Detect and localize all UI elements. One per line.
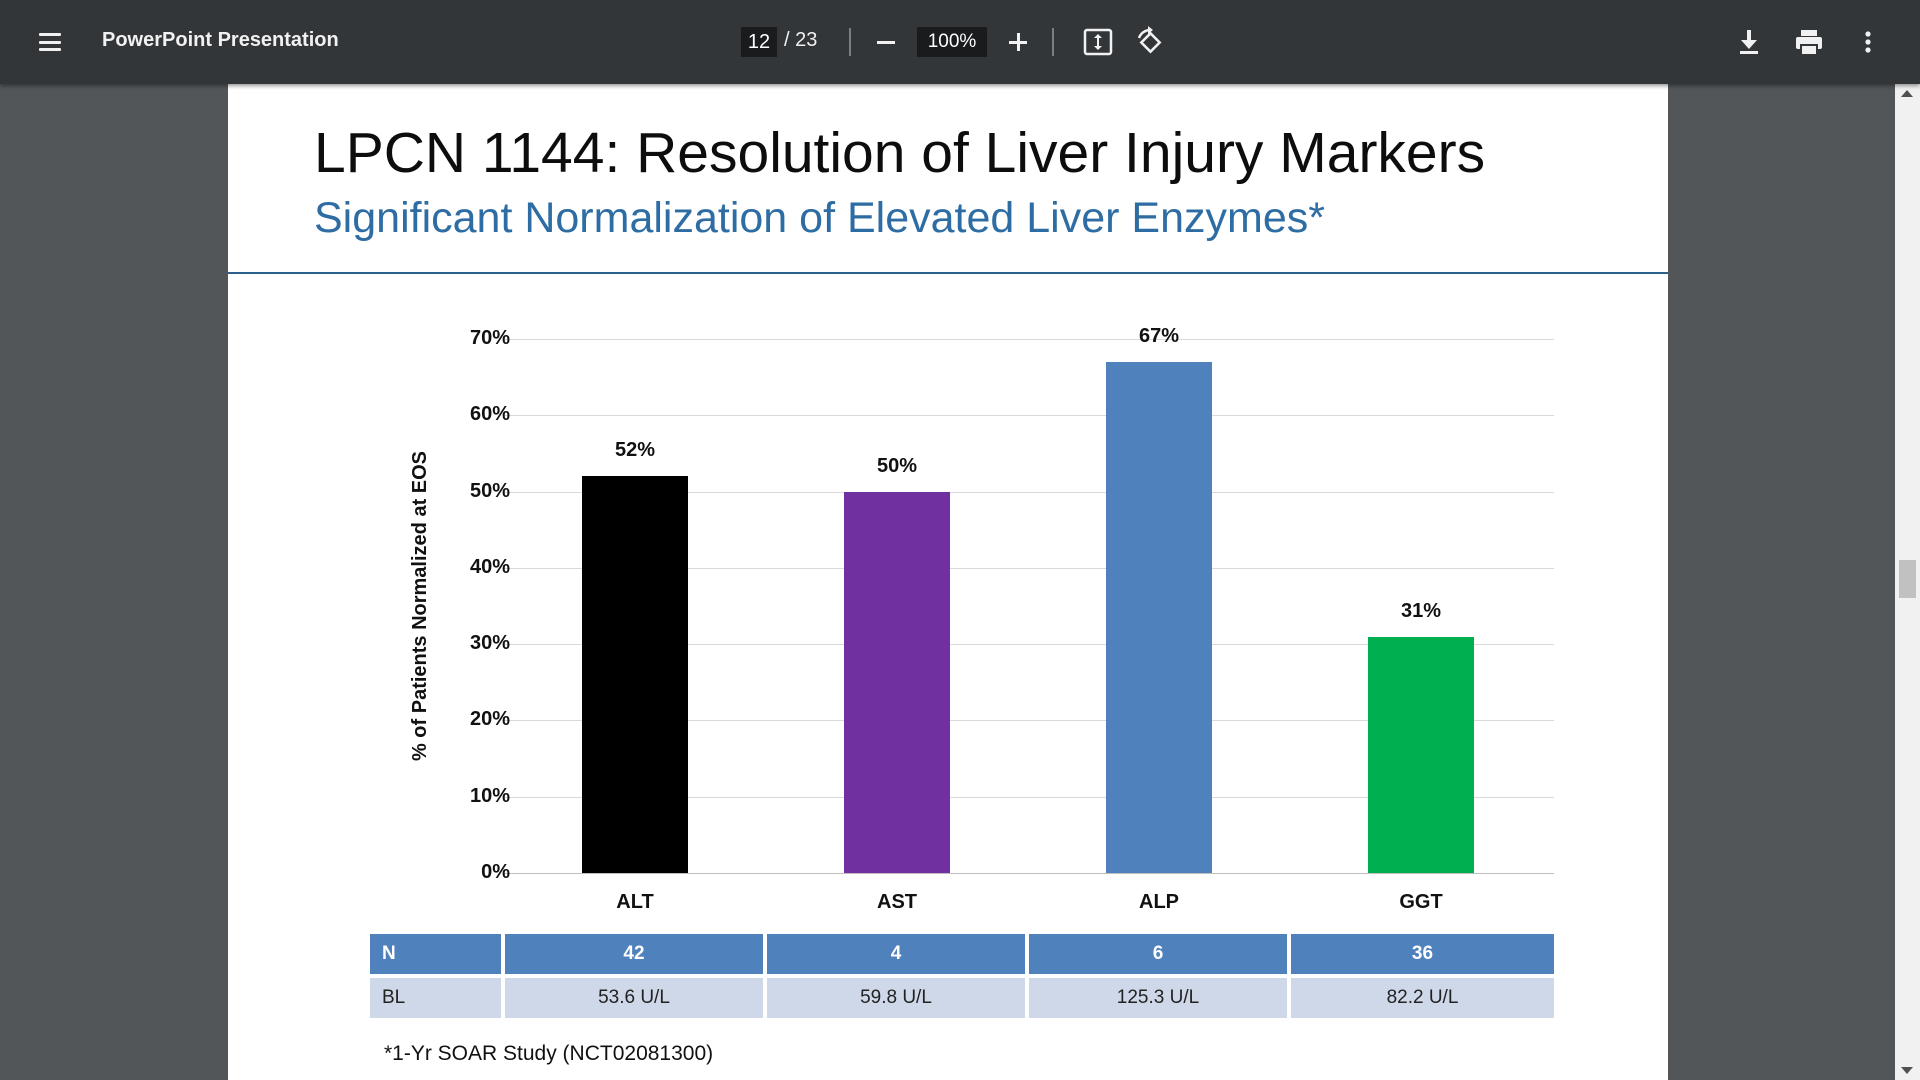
y-tick-label: 40% (469, 555, 510, 578)
y-tick-label: 50% (469, 479, 510, 502)
menu-icon[interactable] (30, 24, 70, 60)
gridline (504, 339, 1554, 340)
bar-ggt (1368, 636, 1474, 873)
table-cell: 125.3 U/L (1029, 978, 1287, 1018)
slide-title: LPCN 1144: Resolution of Liver Injury Ma… (314, 121, 1486, 185)
y-tick-label: 20% (469, 708, 510, 731)
title-divider (228, 272, 1668, 274)
toolbar-divider (849, 28, 851, 56)
rotate-icon[interactable] (1133, 25, 1167, 59)
y-tick-label: 60% (469, 403, 510, 426)
table-row-n-label: N (370, 934, 501, 974)
bar-ast (844, 491, 950, 873)
bar-alt (582, 476, 688, 873)
table-cell: 82.2 U/L (1291, 978, 1554, 1018)
bar-value-label: 52% (614, 439, 656, 462)
gridline (504, 644, 1554, 646)
pdf-toolbar: PowerPoint Presentation 12 / 23 100% (0, 0, 1920, 84)
table-cell: 42 (505, 934, 763, 974)
zoom-level-input[interactable]: 100% (917, 27, 987, 57)
scroll-down-icon[interactable] (1901, 1067, 1913, 1074)
x-category-label: ALT (616, 891, 654, 913)
x-category-label: GGT (1399, 891, 1443, 913)
y-tick-label: 0% (481, 861, 510, 883)
pdf-page: LPCN 1144: Resolution of Liver Injury Ma… (228, 84, 1668, 1080)
y-tick-label: 30% (469, 632, 510, 655)
page-number-input[interactable]: 12 (741, 27, 777, 57)
x-category-label: ALP (1139, 891, 1179, 913)
footnote: *1-Yr SOAR Study (NCT02081300) (384, 1042, 714, 1065)
gridline (504, 567, 1554, 569)
table-cell: 59.8 U/L (767, 978, 1025, 1018)
gridline (504, 720, 1554, 722)
zoom-out-button[interactable] (870, 26, 902, 58)
table-cell: 53.6 U/L (505, 978, 763, 1018)
toolbar-divider (1052, 28, 1054, 56)
slide-subtitle: Significant Normalization of Elevated Li… (314, 194, 1325, 242)
scroll-up-icon[interactable] (1901, 90, 1913, 97)
scroll-thumb[interactable] (1899, 560, 1916, 598)
fit-page-icon[interactable] (1081, 26, 1115, 58)
bar-value-label: 31% (1400, 599, 1442, 622)
gridline (504, 796, 1554, 798)
y-tick-label: 70% (469, 327, 510, 349)
bar-alp (1106, 361, 1212, 873)
page-total: / 23 (784, 29, 818, 51)
gridline (504, 415, 1554, 417)
table-cell: 6 (1029, 934, 1287, 974)
table-row-bl-label: BL (370, 978, 501, 1018)
y-tick-label: 10% (469, 784, 510, 807)
more-vert-icon[interactable] (1853, 25, 1883, 59)
document-title: PowerPoint Presentation (102, 29, 339, 51)
table-cell: 4 (767, 934, 1025, 974)
download-icon[interactable] (1732, 25, 1766, 59)
print-icon[interactable] (1791, 25, 1827, 59)
gridline (504, 873, 1554, 874)
bar-value-label: 67% (1138, 324, 1180, 347)
table-cell: 36 (1291, 934, 1554, 974)
x-category-label: AST (877, 891, 917, 913)
gridline (504, 491, 1554, 493)
zoom-in-button[interactable] (1002, 26, 1034, 58)
scrollbar[interactable] (1895, 84, 1920, 1080)
bar-value-label: 50% (876, 454, 918, 477)
